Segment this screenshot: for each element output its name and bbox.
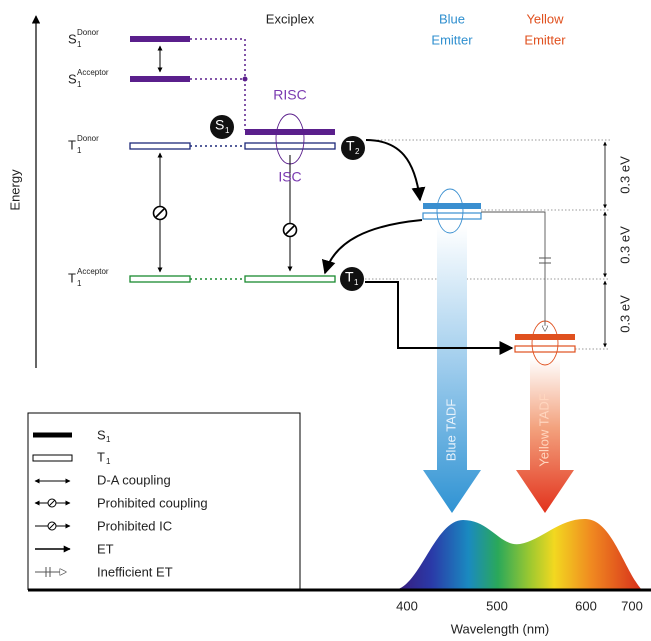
et-arrow (325, 220, 422, 273)
t1-acceptor (130, 276, 190, 282)
legend-label: Prohibited coupling (97, 495, 208, 510)
gap-label: 0.3 eV (617, 295, 632, 333)
badge-label: T (345, 269, 354, 285)
badge-label: 1 (354, 278, 359, 287)
spectrum (395, 519, 642, 590)
dotted-link (190, 39, 245, 79)
level-label: 1 (77, 146, 82, 155)
level-label: T (68, 137, 76, 152)
gap-label: 0.3 eV (617, 156, 632, 194)
levels (130, 36, 335, 282)
x-tick-label: 400 (396, 598, 418, 613)
column-title: Yellow (526, 11, 564, 26)
badge-label: S (215, 117, 224, 133)
badge-label: T (346, 138, 355, 154)
process-label: RISC (273, 87, 306, 103)
inefficient-et (481, 212, 545, 331)
x-axis-label: Wavelength (nm) (451, 621, 550, 636)
exciplex-s1 (245, 129, 335, 135)
guides (365, 140, 610, 349)
level-label: 1 (77, 80, 82, 89)
energy-label: Energy (7, 169, 22, 211)
legend-label: T (97, 449, 105, 464)
process-label: ISC (278, 169, 301, 185)
legend-label: Inefficient ET (97, 564, 173, 579)
gap-label: 0.3 eV (617, 226, 632, 264)
column-title: Emitter (431, 32, 473, 47)
legend-label: 1 (106, 457, 111, 466)
level-label: T (68, 270, 76, 285)
level-label: 1 (77, 40, 82, 49)
level-label: S (68, 31, 77, 46)
level-label: Donor (77, 28, 99, 37)
junction (243, 77, 248, 82)
legend-symbol (33, 455, 72, 461)
x-tick-label: 600 (575, 598, 597, 613)
blue-t1 (423, 213, 481, 219)
s1-donor (130, 36, 190, 42)
diagram: Energy Exciplex Blue Emitter Yellow Emit… (0, 0, 651, 641)
t1-donor (130, 143, 190, 149)
level-label: Donor (77, 134, 99, 143)
legend-label: D-A coupling (97, 472, 171, 487)
column-title: Exciplex (266, 11, 315, 26)
emission-label: Yellow TADF (536, 393, 551, 467)
et-arrow (366, 140, 420, 200)
exciplex-t1-acceptor (245, 276, 335, 282)
badge-label: 2 (355, 147, 360, 156)
blue-s1 (423, 203, 481, 209)
s1-acceptor (130, 76, 190, 82)
level-label: Acceptor (77, 267, 109, 276)
column-title: Emitter (524, 32, 566, 47)
emission-label: Blue TADF (443, 399, 458, 461)
blue-emission-arrow (423, 226, 481, 513)
legend-label: 1 (106, 435, 111, 444)
badge-label: 1 (225, 126, 230, 135)
badges: S 1 T 2 T 1 (210, 115, 365, 291)
level-labels: S Donor 1 S Acceptor 1 T Donor 1 T Accep… (68, 28, 109, 288)
legend-label: Prohibited IC (97, 518, 172, 533)
x-tick-label: 700 (621, 598, 643, 613)
legend-label: S (97, 427, 106, 442)
level-label: S (68, 71, 77, 86)
legend-label: ET (97, 541, 114, 556)
yellow-t1 (515, 346, 575, 352)
level-label: Acceptor (77, 68, 109, 77)
legend: S 1 T 1 D-A coupling Prohibited coupling… (28, 413, 300, 590)
x-tick-label: 500 (486, 598, 508, 613)
level-label: 1 (77, 279, 82, 288)
column-title: Blue (439, 11, 465, 26)
exciplex-t1 (245, 143, 335, 149)
yellow-s1 (515, 334, 575, 340)
